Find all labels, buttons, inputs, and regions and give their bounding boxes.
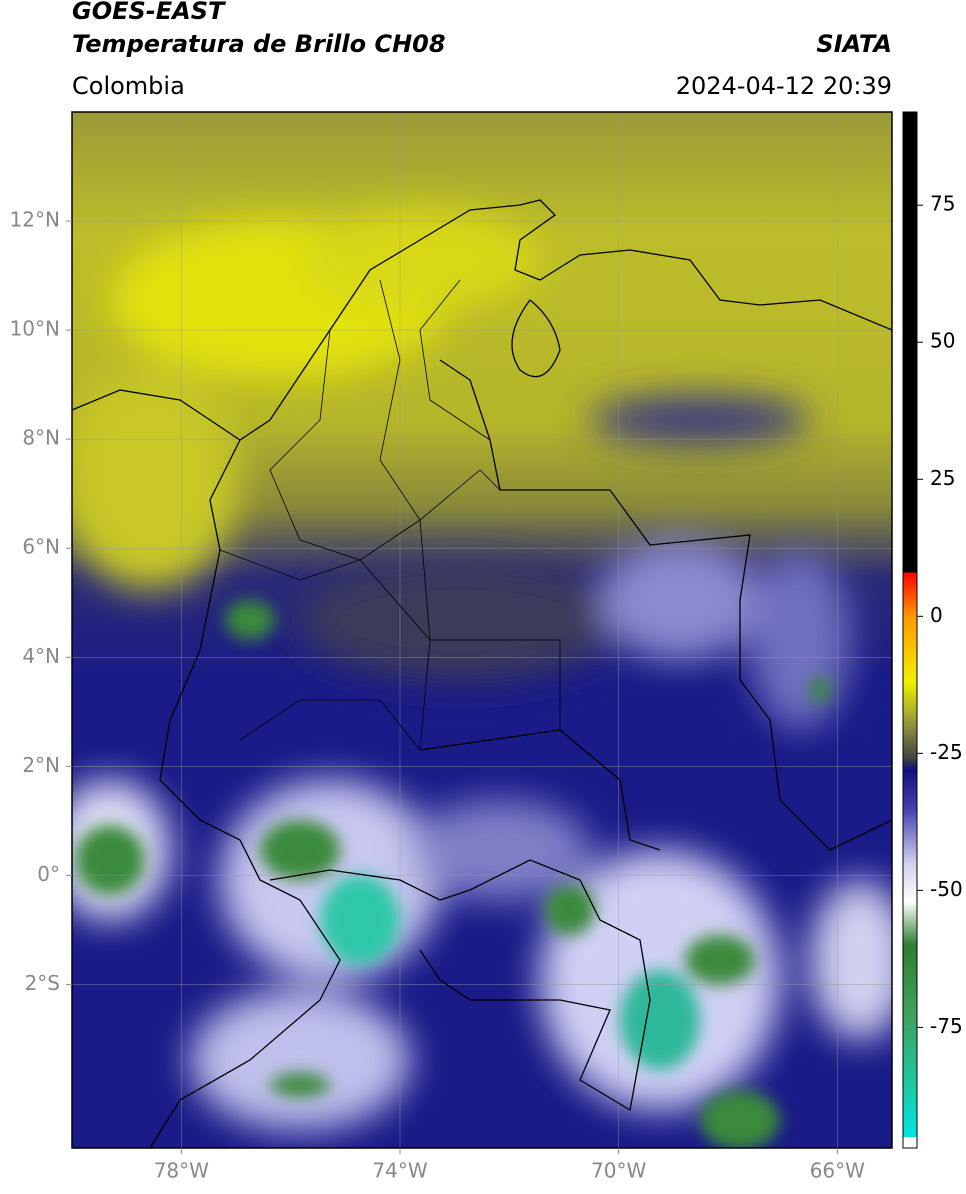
cloud bbox=[190, 990, 410, 1130]
cold-top bbox=[620, 970, 700, 1070]
x-tick-label: 70°W bbox=[591, 1159, 646, 1183]
cold-tops bbox=[75, 600, 830, 1148]
x-tick-label: 78°W bbox=[154, 1159, 209, 1183]
agency: SIATA bbox=[816, 30, 892, 58]
cold-top bbox=[320, 875, 400, 965]
title: GOES-EAST bbox=[72, 0, 226, 25]
department-line bbox=[219, 549, 561, 730]
datetime: 2024-04-12 20:39 bbox=[676, 72, 892, 100]
colorbar-tick-label: 50 bbox=[930, 329, 955, 353]
cold-top bbox=[685, 935, 755, 985]
cloud bbox=[600, 540, 760, 660]
coastline bbox=[72, 199, 892, 441]
colorbar-tick-label: 0 bbox=[930, 603, 943, 627]
border bbox=[269, 859, 651, 1112]
y-tick-label: 2°S bbox=[25, 971, 60, 995]
imagery bbox=[72, 112, 892, 1148]
y-tick-label: 12°N bbox=[10, 208, 60, 232]
internal-boundaries bbox=[219, 279, 561, 751]
grid bbox=[72, 112, 892, 1148]
x-tick-label: 74°W bbox=[372, 1159, 427, 1183]
colorbar-tick-label: -25 bbox=[930, 740, 963, 764]
region: Colombia bbox=[72, 72, 185, 100]
border bbox=[419, 729, 661, 851]
cold-top bbox=[700, 1090, 780, 1148]
colorbar bbox=[902, 111, 918, 1149]
cold-top bbox=[270, 1073, 330, 1097]
cloud bbox=[750, 550, 850, 730]
cloud bbox=[300, 560, 620, 680]
department-line bbox=[379, 279, 431, 751]
department-line bbox=[269, 329, 501, 561]
department-line bbox=[239, 699, 421, 751]
cloud bbox=[590, 395, 810, 445]
coastline bbox=[149, 439, 341, 1148]
colorbar-tick-label: 75 bbox=[930, 192, 955, 216]
cold-top bbox=[260, 820, 340, 880]
cloud bbox=[410, 800, 590, 900]
department-line bbox=[419, 279, 491, 441]
y-tick-label: 6°N bbox=[22, 535, 60, 559]
cold-top bbox=[75, 825, 145, 895]
cold-top bbox=[810, 676, 830, 704]
cloud-field bbox=[72, 210, 892, 1130]
y-tick-label: 8°N bbox=[22, 426, 60, 450]
colorbar-tick-label: -75 bbox=[930, 1014, 963, 1038]
cloud bbox=[220, 780, 440, 980]
cloud bbox=[72, 370, 240, 590]
y-tick-label: 10°N bbox=[10, 317, 60, 341]
colorbar-tick-label: -50 bbox=[930, 877, 963, 901]
subtitle: Temperatura de Brillo CH08 bbox=[72, 30, 446, 58]
x-tick-label: 66°W bbox=[810, 1159, 865, 1183]
cold-top bbox=[225, 600, 275, 640]
map-frame bbox=[71, 111, 893, 1149]
y-tick-label: 2°N bbox=[22, 753, 60, 777]
y-tick-label: 0° bbox=[37, 862, 60, 886]
cloud bbox=[300, 210, 540, 310]
colorbar-tick-label: 25 bbox=[930, 466, 955, 490]
cold-top bbox=[545, 885, 595, 935]
cloud bbox=[810, 880, 892, 1040]
y-tick-label: 4°N bbox=[22, 644, 60, 668]
coastline bbox=[511, 299, 561, 378]
